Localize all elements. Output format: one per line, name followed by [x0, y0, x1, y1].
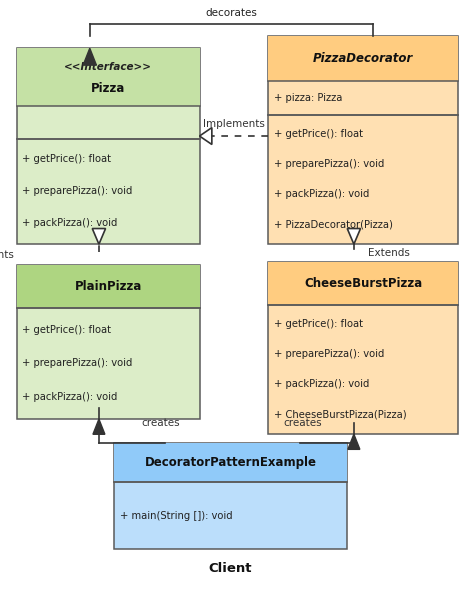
Bar — [17, 265, 200, 419]
Bar — [17, 48, 200, 244]
Text: + PizzaDecorator(Pizza): + PizzaDecorator(Pizza) — [274, 219, 393, 230]
Polygon shape — [348, 434, 360, 449]
Bar — [17, 48, 200, 106]
Text: + getPrice(): float: + getPrice(): float — [274, 319, 363, 329]
Text: Implements: Implements — [0, 250, 14, 260]
Polygon shape — [83, 48, 96, 65]
Text: Implements: Implements — [203, 119, 265, 129]
Text: + preparePizza(): void: + preparePizza(): void — [22, 186, 133, 197]
Text: + CheeseBurstPizza(Pizza): + CheeseBurstPizza(Pizza) — [274, 409, 407, 420]
Bar — [114, 443, 347, 482]
Text: + getPrice(): float: + getPrice(): float — [274, 129, 363, 139]
Text: + getPrice(): float: + getPrice(): float — [22, 154, 111, 165]
Text: DecoratorPatternExample: DecoratorPatternExample — [144, 456, 316, 469]
Text: + preparePizza(): void: + preparePizza(): void — [274, 159, 384, 169]
Text: Pizza: Pizza — [91, 82, 125, 95]
Text: + getPrice(): float: + getPrice(): float — [22, 324, 111, 335]
Text: + pizza: Pizza: + pizza: Pizza — [274, 93, 342, 103]
Bar — [268, 262, 458, 305]
Bar — [268, 36, 458, 244]
Text: Client: Client — [209, 562, 252, 575]
Text: Extends: Extends — [368, 248, 410, 258]
Text: PizzaDecorator: PizzaDecorator — [313, 52, 414, 65]
Bar — [17, 265, 200, 308]
Bar — [268, 262, 458, 434]
Polygon shape — [93, 419, 105, 434]
Text: + packPizza(): void: + packPizza(): void — [22, 218, 118, 229]
Text: creates: creates — [283, 418, 322, 428]
Text: + preparePizza(): void: + preparePizza(): void — [274, 349, 384, 359]
Bar — [268, 36, 458, 81]
Polygon shape — [347, 229, 361, 244]
Text: techcrashcourse.com: techcrashcourse.com — [174, 453, 301, 466]
Text: + packPizza(): void: + packPizza(): void — [274, 189, 370, 200]
Polygon shape — [200, 128, 212, 145]
Text: + main(String []): void: + main(String []): void — [120, 511, 232, 520]
Text: <<Interface>>: <<Interface>> — [64, 62, 152, 72]
Text: decorates: decorates — [205, 8, 257, 18]
Text: + packPizza(): void: + packPizza(): void — [274, 379, 370, 390]
Text: CheeseBurstPizza: CheeseBurstPizza — [304, 277, 422, 290]
Text: creates: creates — [141, 418, 180, 428]
Bar — [114, 443, 347, 549]
Polygon shape — [92, 229, 105, 244]
Text: + preparePizza(): void: + preparePizza(): void — [22, 358, 133, 368]
Text: PlainPizza: PlainPizza — [75, 280, 142, 293]
Text: + packPizza(): void: + packPizza(): void — [22, 392, 118, 402]
